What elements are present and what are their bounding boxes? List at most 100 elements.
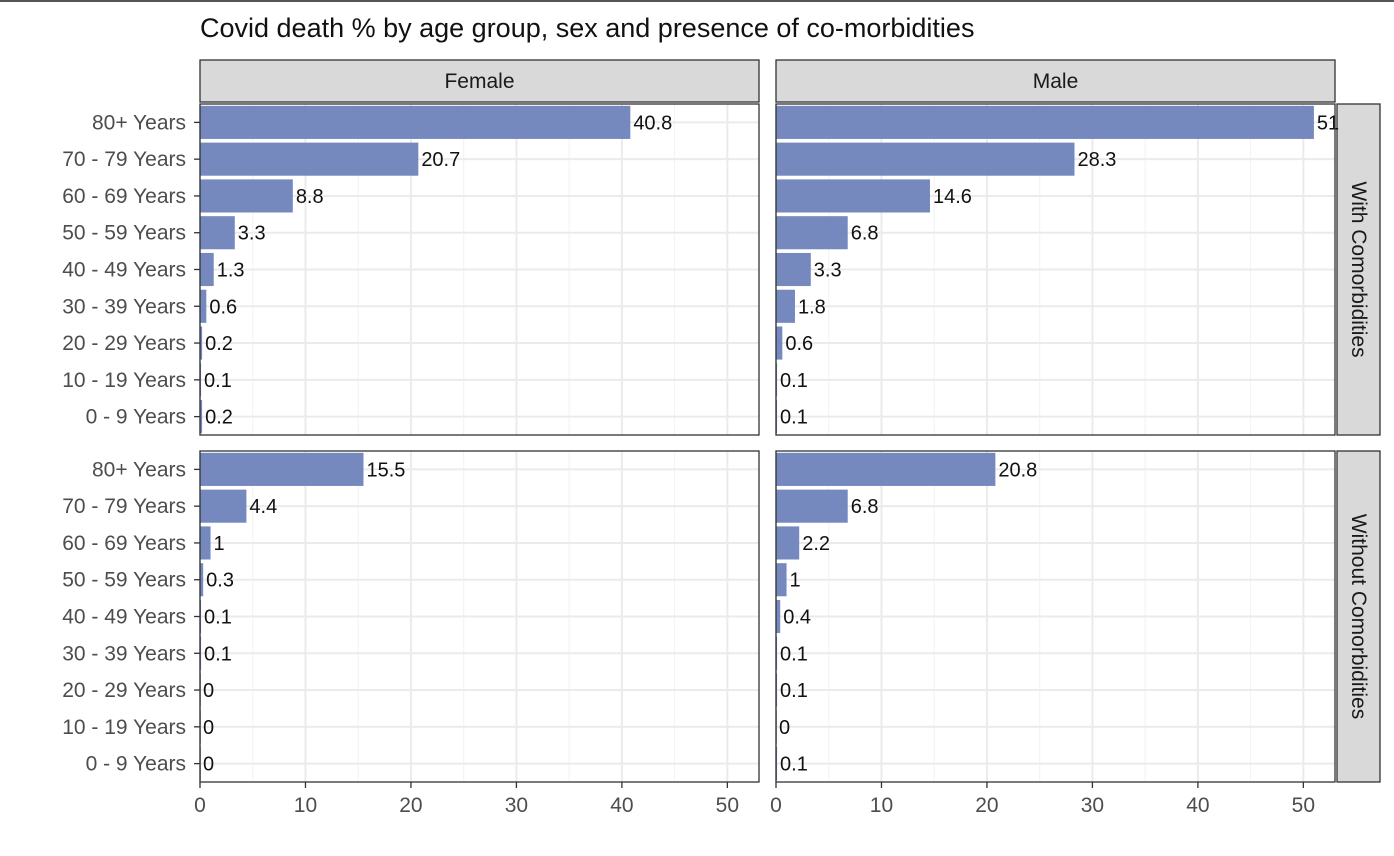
x-tick-label: 30 xyxy=(1081,794,1104,817)
data-label: 6.8 xyxy=(851,496,879,518)
y-tick-label: 60 - 69 Years xyxy=(62,532,186,555)
data-label: 0 xyxy=(203,680,214,702)
facet-strip-label-with-comorbidities: With Comorbidities xyxy=(1347,181,1370,357)
bar-30-39-years xyxy=(776,289,795,323)
y-tick-label: 10 - 19 Years xyxy=(62,716,186,739)
panel-without-comorbidities-female: 15.5 4.4 1 0.3 0.1 0.1 0 0 0 xyxy=(199,450,760,783)
bar-50-59-years xyxy=(776,563,787,597)
y-tick-label: 40 - 49 Years xyxy=(62,259,186,282)
data-label: 0.6 xyxy=(785,333,813,355)
data-label: 28.3 xyxy=(1077,149,1116,171)
data-label: 0.1 xyxy=(204,607,232,629)
bar-70-79-years xyxy=(776,142,1075,176)
data-label: 0.1 xyxy=(780,754,808,776)
y-tick-label: 10 - 19 Years xyxy=(62,369,186,392)
y-tick-label: 20 - 29 Years xyxy=(62,679,186,702)
data-label: 0.2 xyxy=(205,407,233,429)
data-label: 4.4 xyxy=(249,496,277,518)
x-tick-label: 30 xyxy=(505,794,528,817)
data-label: 0 xyxy=(779,717,790,739)
facet-strip-male xyxy=(775,59,1336,103)
bar-60-69-years xyxy=(776,526,800,560)
bar-40-49-years xyxy=(776,599,781,634)
data-label: 1 xyxy=(214,533,225,555)
panel-border xyxy=(775,103,1336,436)
data-label: 0.1 xyxy=(780,643,808,665)
y-tick-label: 20 - 29 Years xyxy=(62,332,186,355)
y-tick-label: 40 - 49 Years xyxy=(62,606,186,629)
x-tick-label: 40 xyxy=(610,794,633,817)
plot-layer: Female Male With Comorbidities Without Como… xyxy=(62,59,1381,817)
bar-50-59-years xyxy=(200,563,204,597)
bar-70-79-years xyxy=(200,142,419,176)
x-tick-label: 10 xyxy=(294,794,317,817)
y-tick-label: 30 - 39 Years xyxy=(62,295,186,318)
bar-60-69-years xyxy=(200,526,211,560)
data-label: 51 xyxy=(1317,112,1339,134)
data-label: 1.8 xyxy=(798,296,826,318)
data-label: 0 xyxy=(203,717,214,739)
chart-title: Covid death % by age group, sex and pres… xyxy=(200,13,974,43)
data-label: 2.2 xyxy=(802,533,830,555)
data-label: 3.3 xyxy=(814,260,842,282)
top-border xyxy=(0,0,1394,2)
x-tick-label: 20 xyxy=(399,794,422,817)
facet-strip-label-female: Female xyxy=(444,70,514,93)
data-label: 0.1 xyxy=(204,370,232,392)
bar-80-years xyxy=(200,452,364,486)
bar-50-59-years xyxy=(776,216,848,250)
data-label: 0.1 xyxy=(780,680,808,702)
x-tick-label: 50 xyxy=(716,794,739,817)
x-tick-label: 10 xyxy=(870,794,893,817)
x-tick-label: 50 xyxy=(1292,794,1315,817)
bar-70-79-years xyxy=(200,489,247,523)
data-label: 8.8 xyxy=(296,186,324,208)
data-label: 14.6 xyxy=(933,186,972,208)
data-label: 20.7 xyxy=(421,149,460,171)
bar-0-9-years xyxy=(200,400,203,434)
bar-50-59-years xyxy=(200,216,235,250)
bar-80-years xyxy=(200,105,631,139)
x-tick-label: 0 xyxy=(770,794,782,817)
data-label: 0.4 xyxy=(783,607,811,629)
panel-border xyxy=(775,450,1336,783)
y-tick-label: 50 - 59 Years xyxy=(62,569,186,592)
data-label: 0.3 xyxy=(206,570,234,592)
facet-strip-label-male: Male xyxy=(1033,70,1079,93)
x-tick-label: 20 xyxy=(975,794,998,817)
data-label: 0.2 xyxy=(205,333,233,355)
data-label: 0.1 xyxy=(204,643,232,665)
facet-strip-without-comorbidities xyxy=(1336,450,1381,783)
y-tick-label: 80+ Years xyxy=(92,111,186,134)
data-label: 6.8 xyxy=(851,223,879,245)
y-tick-label: 80+ Years xyxy=(92,458,186,481)
y-tick-label: 70 - 79 Years xyxy=(62,495,186,518)
facet-strip-female xyxy=(199,59,760,103)
y-tick-label: 50 - 59 Years xyxy=(62,222,186,245)
data-label: 15.5 xyxy=(366,459,405,481)
bar-40-49-years xyxy=(200,252,214,287)
facet-strip-with-comorbidities xyxy=(1336,103,1381,436)
data-label: 3.3 xyxy=(238,223,266,245)
data-label: 40.8 xyxy=(633,112,672,134)
data-label: 0 xyxy=(203,754,214,776)
y-tick-label: 0 - 9 Years xyxy=(86,406,186,429)
data-label: 0.1 xyxy=(780,370,808,392)
data-label: 0.6 xyxy=(209,296,237,318)
y-tick-label: 70 - 79 Years xyxy=(62,148,186,171)
bar-60-69-years xyxy=(200,179,293,213)
data-label: 1.3 xyxy=(217,260,245,282)
bar-30-39-years xyxy=(200,289,207,323)
bar-60-69-years xyxy=(776,179,930,213)
y-tick-label: 0 - 9 Years xyxy=(86,753,186,776)
bar-70-79-years xyxy=(776,489,848,523)
y-tick-label: 30 - 39 Years xyxy=(62,642,186,665)
facet-strip-label-without-comorbidities: Without Comorbidities xyxy=(1347,514,1370,719)
data-label: 20.8 xyxy=(998,459,1037,481)
bar-20-29-years xyxy=(776,326,783,360)
data-label: 0.1 xyxy=(780,407,808,429)
data-label: 1 xyxy=(790,570,801,592)
x-tick-label: 40 xyxy=(1186,794,1209,817)
panel-with-comorbidities-male: 51 28.3 14.6 6.8 3.3 1.8 0.6 0.1 0.1 xyxy=(775,103,1339,436)
